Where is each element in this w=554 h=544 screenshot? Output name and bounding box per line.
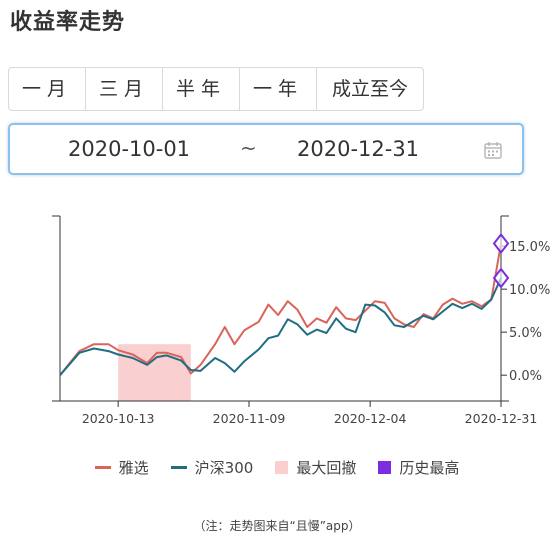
legend-series-a: 雅选 — [94, 457, 149, 478]
tab-one-year[interactable]: 一年 — [240, 68, 317, 110]
legend-series-b-swatch — [170, 465, 187, 469]
x-tick-label: 2020-12-31 — [465, 411, 538, 426]
legend-peak: 历史最高 — [378, 457, 459, 478]
legend-series-a-swatch — [94, 465, 111, 469]
range-separator: ~ — [240, 136, 257, 160]
tab-half-year[interactable]: 半年 — [163, 68, 240, 110]
legend-series-b-label: 沪深300 — [194, 458, 254, 477]
legend-series-a-label: 雅选 — [118, 458, 149, 477]
x-tick-label: 2020-12-04 — [334, 411, 407, 426]
y-tick-label: 15.0% — [509, 240, 550, 255]
start-date[interactable]: 2020-10-01 — [68, 137, 191, 161]
legend-drawdown-swatch — [275, 460, 289, 474]
tab-one-month[interactable]: 一月 — [9, 68, 86, 110]
peak-marker-series-b — [492, 267, 510, 289]
source-caption: （注：走势图来自“且慢”app） — [193, 519, 361, 533]
tab-since-inception[interactable]: 成立至今 — [331, 78, 408, 100]
date-range-picker[interactable]: 2020-10-01 ~ 2020-12-31 — [8, 123, 524, 175]
x-tick-label: 2020-11-09 — [213, 411, 286, 426]
tab-three-months[interactable]: 三月 — [86, 68, 163, 110]
y-tick-label: 0.0% — [509, 369, 542, 384]
series-a-line — [59, 243, 502, 376]
y-tick-label: 10.0% — [509, 283, 550, 298]
end-date[interactable]: 2020-12-31 — [297, 137, 420, 161]
legend-series-b: 沪深300 — [170, 457, 254, 478]
calendar-icon[interactable] — [483, 140, 503, 160]
chart-legend: 雅选 沪深300 最大回撤 历史最高 — [0, 452, 554, 482]
peak-marker-series-a — [492, 232, 510, 255]
legend-drawdown: 最大回撤 — [275, 457, 356, 478]
x-tick-label: 2020-10-13 — [82, 411, 155, 426]
series-b-line — [59, 277, 502, 376]
page-title: 收益率走势 — [10, 10, 126, 35]
period-tabs: 一月 三月 半年 一年 成立至今 — [8, 67, 424, 111]
legend-drawdown-label: 最大回撤 — [296, 458, 357, 477]
legend-peak-swatch — [378, 460, 392, 474]
legend-peak-label: 历史最高 — [399, 458, 460, 477]
y-tick-label: 5.0% — [509, 326, 542, 341]
returns-chart: 0.0% 5.0% 10.0% 15.0% 2020-10-13 2020-11-09 20… — [52, 215, 550, 426]
